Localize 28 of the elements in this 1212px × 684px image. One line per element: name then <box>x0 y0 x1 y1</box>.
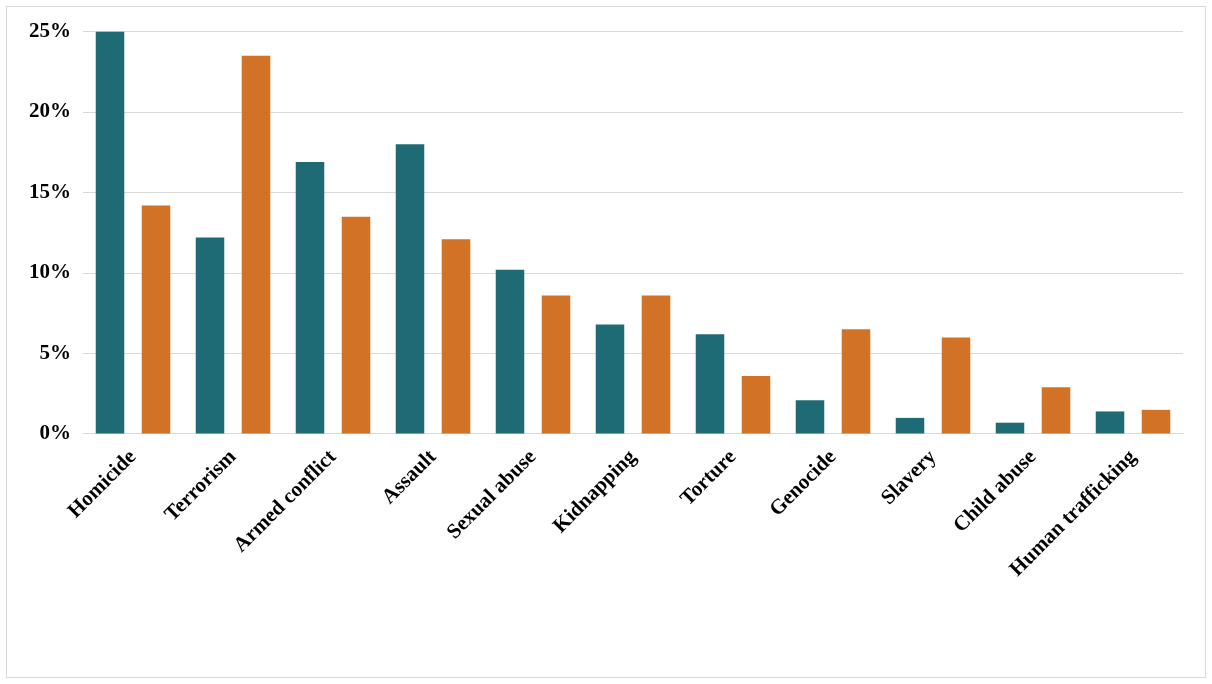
bar <box>141 205 171 434</box>
y-tick-label: 0% <box>39 420 71 445</box>
bar <box>641 295 671 434</box>
bar <box>1041 387 1071 434</box>
bar <box>495 269 525 434</box>
bar <box>95 31 125 434</box>
bar <box>195 237 225 434</box>
bar <box>795 400 825 434</box>
y-tick-label: 25% <box>29 18 71 43</box>
bar <box>841 329 871 434</box>
bar <box>441 239 471 434</box>
y-tick-label: 15% <box>29 178 71 203</box>
y-tick-label: 20% <box>29 98 71 123</box>
bar <box>1095 411 1125 434</box>
bar <box>595 324 625 434</box>
bar <box>341 216 371 434</box>
y-tick-label: 10% <box>29 259 71 284</box>
bar <box>741 376 771 434</box>
bar <box>395 144 425 434</box>
bar <box>241 55 271 434</box>
bar <box>895 417 925 434</box>
bar <box>941 337 971 434</box>
bar <box>295 161 325 434</box>
bar <box>995 422 1025 434</box>
bar <box>1141 409 1171 434</box>
bar <box>541 295 571 434</box>
y-tick-label: 5% <box>39 339 71 364</box>
bar <box>695 334 725 434</box>
